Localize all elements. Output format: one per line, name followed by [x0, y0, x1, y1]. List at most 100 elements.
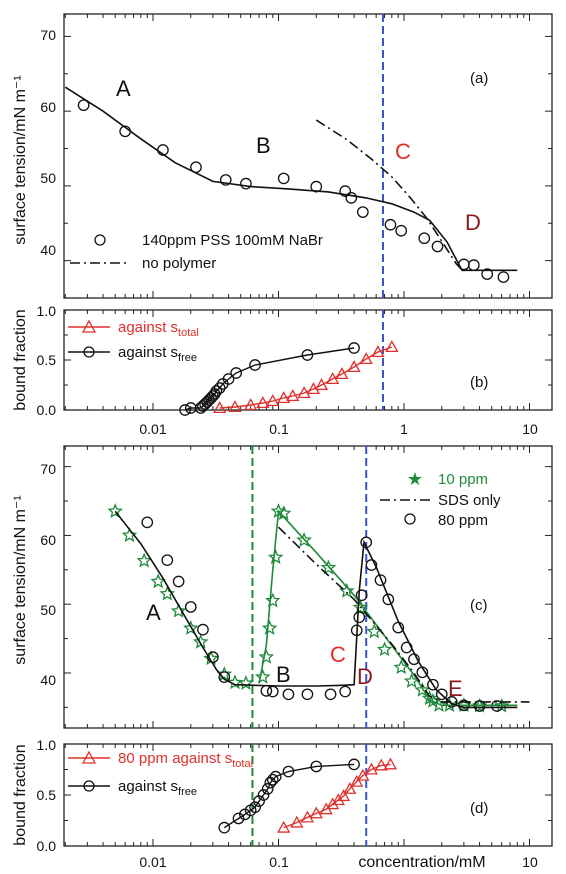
data-point-d-1-2: [239, 808, 251, 821]
data-point-d-1-7: [261, 783, 274, 795]
data-point-b-1-0: [179, 404, 191, 416]
ytick-c-60: 60: [40, 532, 56, 548]
data-point-a-0-16: [467, 259, 480, 271]
annotation-c-A: A: [146, 600, 161, 625]
data-point-b-0-1: [228, 400, 242, 413]
legend-c-10ppm: 10 ppm: [438, 471, 488, 488]
series-line-d-1: [223, 763, 355, 829]
data-point-a-0-5: [240, 177, 252, 190]
data-point-d-1-11: [282, 765, 295, 778]
data-point-c-0-14: [261, 620, 278, 635]
data-point-c-1-0: [141, 516, 154, 529]
annotation-c-B: B: [276, 662, 291, 687]
data-point-a-0-6: [277, 172, 290, 185]
marks-d: [218, 744, 398, 846]
data-point-d-1-13: [348, 758, 360, 771]
data-point-c-0-20: [320, 559, 337, 575]
data-point-c-1-24: [427, 678, 439, 691]
data-point-c-0-2: [136, 552, 152, 568]
data-point-d-1-0: [218, 821, 231, 834]
data-point-d-0-3: [309, 806, 323, 819]
data-point-d-1-10: [269, 770, 282, 783]
data-point-b-0-11: [335, 367, 349, 380]
data-point-c-1-15: [355, 589, 368, 602]
marks-b: [179, 310, 399, 416]
data-point-d-0-8: [343, 782, 357, 794]
ylabel-c: surface tension/mN m⁻¹: [12, 495, 29, 664]
data-point-d-0-1: [290, 815, 304, 828]
data-point-b-0-4: [266, 394, 280, 407]
data-point-d-0-12: [374, 758, 388, 771]
panel-d: 0.0 0.5 1.0 bound fraction 0.01 0.1 40 1…: [12, 737, 553, 871]
xtick-b-001: 0.01: [139, 421, 166, 437]
data-point-c-1-2: [172, 575, 185, 588]
data-point-c-0-31: [441, 697, 458, 712]
data-point-d-0-5: [326, 797, 340, 810]
ytick-a-70: 70: [40, 27, 56, 43]
series-line-a-2: [315, 119, 465, 273]
data-point-c-1-17: [365, 559, 378, 571]
data-point-c-0-13: [258, 649, 275, 664]
data-point-d-1-12: [310, 760, 323, 773]
ylabel-b: bound fraction: [12, 309, 29, 410]
data-point-a-0-17: [481, 268, 494, 280]
data-point-a-0-4: [219, 174, 232, 186]
data-point-c-1-25: [435, 688, 448, 701]
data-point-b-1-2: [194, 402, 207, 414]
data-point-d-0-2: [300, 810, 315, 823]
series-line-c-3: [277, 526, 530, 703]
ytick-a-60: 60: [40, 99, 56, 115]
ylabel-d: bound fraction: [12, 744, 29, 845]
series-line-a-1: [64, 86, 518, 272]
data-point-a-0-7: [310, 180, 323, 193]
data-point-b-0-14: [371, 345, 385, 358]
legend-b-total: against stotal: [118, 319, 199, 339]
data-point-d-0-11: [364, 762, 379, 775]
data-point-a-0-10: [356, 206, 369, 218]
data-point-d-0-13: [383, 757, 398, 770]
legend-marker-d-total: [81, 750, 97, 764]
data-point-c-1-19: [382, 593, 395, 606]
legend-d-total: 80 ppm against stotal: [118, 750, 253, 770]
data-point-a-0-9: [345, 192, 358, 204]
data-point-d-0-10: [356, 768, 370, 781]
legend-b-free-text: against s: [118, 344, 178, 361]
data-point-c-1-10: [301, 688, 314, 701]
legend-marker-a-points: [94, 234, 106, 246]
axis-ticks-d: [64, 743, 552, 847]
annotation-a-B: B: [256, 133, 271, 158]
panel-c: 40 50 60 70 surface tension/mN m⁻¹ (c) A…: [12, 445, 553, 729]
data-point-c-0-6: [183, 620, 199, 635]
marks-a: [64, 14, 518, 298]
data-point-a-0-8: [339, 185, 352, 197]
legend-b-free: against sfree: [118, 344, 197, 364]
data-point-b-0-15: [385, 340, 399, 353]
plot-frame-c: [63, 445, 553, 729]
legend-marker-c-10ppm: ★: [407, 469, 423, 489]
data-point-a-0-18: [497, 271, 510, 283]
data-point-d-0-0: [277, 820, 291, 833]
legend-marker-d-free: [83, 780, 95, 792]
ytick-a-50: 50: [40, 170, 56, 186]
panel-label-a: (a): [470, 70, 488, 87]
data-point-c-0-22: [352, 599, 369, 615]
data-point-b-1-16: [301, 349, 314, 361]
data-point-c-0-24: [376, 641, 393, 657]
legend-c-80ppm: 80 ppm: [438, 512, 488, 529]
data-point-d-1-1: [232, 812, 245, 825]
data-point-c-0-11: [238, 675, 254, 690]
data-point-c-1-9: [282, 688, 295, 701]
ytick-b-0: 0.0: [37, 402, 57, 418]
legend-d-total-text: 80 ppm against s: [118, 750, 232, 767]
data-point-c-0-12: [255, 668, 271, 684]
data-point-c-1-12: [339, 685, 352, 698]
annotation-c-E: E: [448, 676, 463, 701]
annotation-c-D: D: [357, 664, 373, 689]
data-point-b-0-0: [213, 401, 227, 414]
plot-frame-a: [63, 13, 553, 299]
xtick-b-01: 0.1: [269, 421, 289, 437]
ytick-a-40: 40: [40, 242, 56, 258]
data-point-b-1-10: [210, 385, 223, 397]
data-point-c-1-4: [197, 623, 209, 636]
axis-ticks-c: [64, 446, 552, 728]
